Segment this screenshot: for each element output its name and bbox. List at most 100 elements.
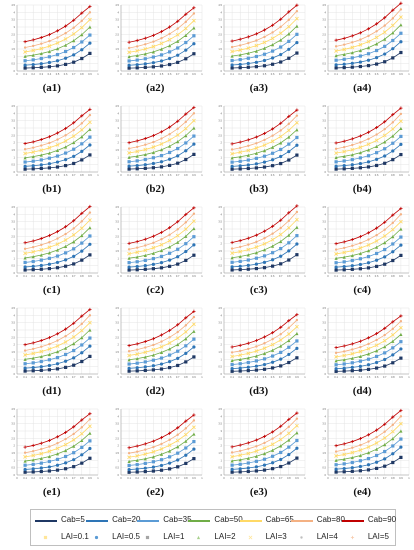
data-point: [143, 136, 147, 141]
data-point: [159, 142, 163, 146]
data-point: [191, 425, 196, 430]
data-point: [159, 238, 163, 241]
data-point: [72, 121, 76, 125]
x-tick-label: 0.9: [88, 375, 92, 379]
data-point: [55, 452, 60, 456]
data-point: [398, 106, 402, 110]
data-point: [175, 19, 179, 23]
data-point: [23, 353, 27, 357]
x-tick-label: 0: [120, 173, 122, 177]
data-point: [23, 455, 27, 459]
y-tick-label: 4.5: [115, 407, 119, 411]
data-point: [366, 231, 370, 235]
data-point: [295, 438, 299, 443]
data-point: [271, 56, 275, 60]
data-point: [254, 162, 258, 166]
data-point: [143, 52, 147, 56]
y-tick-label: 2.5: [218, 133, 222, 137]
data-point: [55, 468, 60, 472]
legend-row-cab: Cab=5 Cab=20 Cab=35 Cab=50 Cab=65 Cab=80 Cab=9…: [35, 513, 396, 528]
chart-svg: 00.511.522.533.544.50 0.1 0.2 0.3 0.4 0.5 0.6 0…: [322, 1, 410, 76]
panel-label: (e1): [42, 486, 61, 498]
y-tick-label: 2: [221, 141, 223, 145]
data-point: [246, 441, 250, 445]
data-point: [71, 335, 76, 339]
data-point: [183, 242, 187, 246]
data-point: [151, 61, 155, 65]
data-point: [254, 245, 259, 249]
data-point: [271, 467, 275, 471]
data-point: [374, 258, 378, 262]
y-tick-label: 4: [117, 10, 119, 14]
data-point: [271, 461, 275, 465]
x-tick-label: 0.8: [390, 274, 394, 278]
x-tick-label: 0.8: [183, 375, 187, 379]
data-point: [55, 446, 60, 451]
data-point: [254, 262, 258, 266]
x-tick-label: 0.3: [350, 72, 354, 76]
data-point: [230, 256, 234, 260]
panel-label: (b4): [352, 183, 372, 195]
data-point: [72, 128, 75, 132]
data-point: [238, 268, 242, 272]
data-point: [374, 466, 378, 470]
x-tick-label: 0.3: [350, 274, 354, 278]
data-point: [191, 105, 195, 110]
panel-label: (b3): [249, 183, 269, 195]
data-point: [183, 112, 187, 116]
data-point: [135, 357, 139, 361]
data-point: [366, 254, 370, 259]
data-point: [350, 166, 354, 170]
x-tick-label: 0.6: [271, 72, 275, 76]
data-point: [159, 30, 163, 34]
data-point: [175, 323, 179, 327]
data-point: [271, 337, 274, 341]
y-tick-label: 1: [14, 54, 16, 58]
data-point: [358, 60, 362, 64]
x-tick-label: 0.5: [159, 72, 163, 76]
x-tick-label: 0.3: [39, 476, 43, 480]
legend-label: Cab=35: [163, 515, 192, 524]
data-point: [175, 53, 179, 57]
data-point: [287, 452, 291, 457]
data-point: [191, 235, 195, 239]
y-tick-label: 2: [14, 242, 16, 246]
data-point: [88, 4, 92, 9]
y-tick-label: 1: [117, 256, 119, 260]
data-point: [238, 467, 242, 471]
data-point: [167, 233, 171, 236]
y-tick-label: 0: [221, 372, 223, 376]
data-point: [47, 465, 52, 469]
data-point: [350, 342, 354, 346]
data-point: [374, 42, 378, 46]
data-point: [391, 423, 394, 427]
data-point: [159, 367, 163, 371]
data-point: [31, 155, 35, 159]
data-point: [31, 369, 35, 373]
data-point: [191, 34, 195, 38]
x-tick-label: 1: [201, 72, 203, 76]
data-point: [398, 332, 402, 336]
data-point: [135, 58, 139, 62]
data-point: [64, 244, 68, 249]
data-point: [80, 149, 84, 153]
data-point: [295, 204, 299, 208]
data-point: [334, 450, 337, 453]
data-point: [31, 58, 35, 62]
data-point: [295, 318, 299, 322]
data-point: [151, 251, 155, 255]
data-point: [72, 45, 76, 50]
data-point: [279, 364, 283, 368]
data-point: [287, 326, 290, 330]
x-tick-label: 0.1: [23, 476, 27, 480]
data-point: [191, 6, 195, 10]
x-tick-label: 0.8: [390, 476, 394, 480]
x-tick-label: 0.2: [238, 274, 242, 278]
data-point: [192, 112, 195, 115]
chart-svg: 00.511.522.533.544.50 0.1 0.2 0.3 0.4 0.5 0.6 0…: [11, 204, 99, 278]
data-point: [279, 121, 283, 125]
data-point: [366, 249, 370, 253]
x-tick-label: 0.4: [358, 476, 362, 480]
data-point: [366, 346, 370, 351]
data-point: [72, 240, 76, 244]
